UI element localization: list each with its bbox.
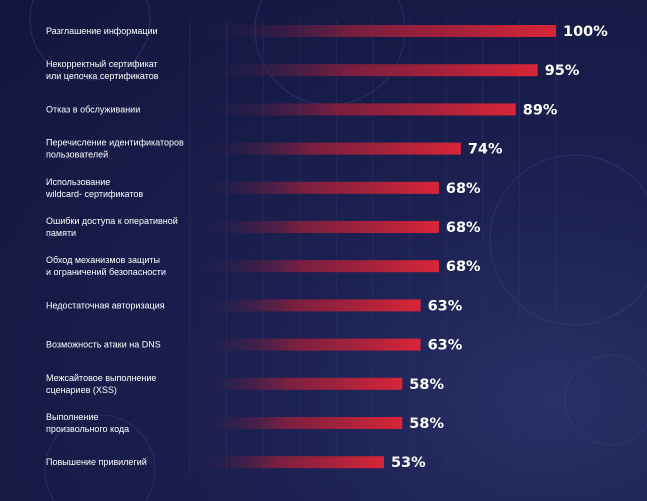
bar <box>190 103 516 116</box>
category-label: Использование <box>46 177 110 187</box>
bar <box>190 377 403 390</box>
bar <box>190 260 439 273</box>
bar <box>190 417 403 429</box>
value-label: 53% <box>391 455 426 471</box>
value-label: 68% <box>446 259 481 275</box>
bar <box>190 338 421 351</box>
category-label: wildcard- сертификатов <box>45 189 143 199</box>
value-label: 63% <box>428 338 463 354</box>
bar <box>190 64 538 77</box>
value-label: 63% <box>428 298 463 314</box>
value-label: 58% <box>409 416 444 432</box>
category-label: памяти <box>46 228 76 238</box>
category-label: Недостаточная авторизация <box>46 300 165 310</box>
grid <box>189 20 557 475</box>
bar <box>190 221 439 233</box>
bar <box>190 456 384 469</box>
category-label: или цепочка сертификатов <box>46 71 159 81</box>
bar <box>190 181 439 194</box>
bars-layer: 100% Разглашение информации 95% Некорректны… <box>45 24 608 471</box>
bar <box>190 299 421 312</box>
category-label: Перечисление идентификаторов <box>46 138 184 148</box>
value-label: 68% <box>446 181 481 197</box>
category-label: сценариев (XSS) <box>46 385 117 395</box>
value-label: 95% <box>545 63 580 79</box>
category-label: Ошибки доступа к оперативной <box>46 216 178 226</box>
category-label: Разглашение информации <box>46 26 158 36</box>
category-label: произвольного кода <box>46 424 129 434</box>
category-label: Отказ в обслуживании <box>46 104 140 114</box>
category-label: Возможность атаки на DNS <box>46 340 161 350</box>
category-label: Некорректный сертификат <box>46 59 158 69</box>
category-label: Повышение привилегий <box>46 457 147 467</box>
category-label: пользователей <box>46 150 108 160</box>
value-label: 58% <box>409 377 444 393</box>
value-label: 68% <box>446 220 481 236</box>
bar <box>190 25 556 37</box>
value-label: 89% <box>523 102 558 118</box>
category-label: Выполнение <box>46 412 98 422</box>
category-label: Обход механизмов защиты <box>46 255 160 265</box>
value-label: 74% <box>468 142 503 158</box>
category-label: Межсайтовое выполнение <box>46 373 156 383</box>
value-label: 100% <box>563 24 608 40</box>
category-label: и ограничений безопасности <box>46 267 166 277</box>
bar <box>190 142 461 155</box>
